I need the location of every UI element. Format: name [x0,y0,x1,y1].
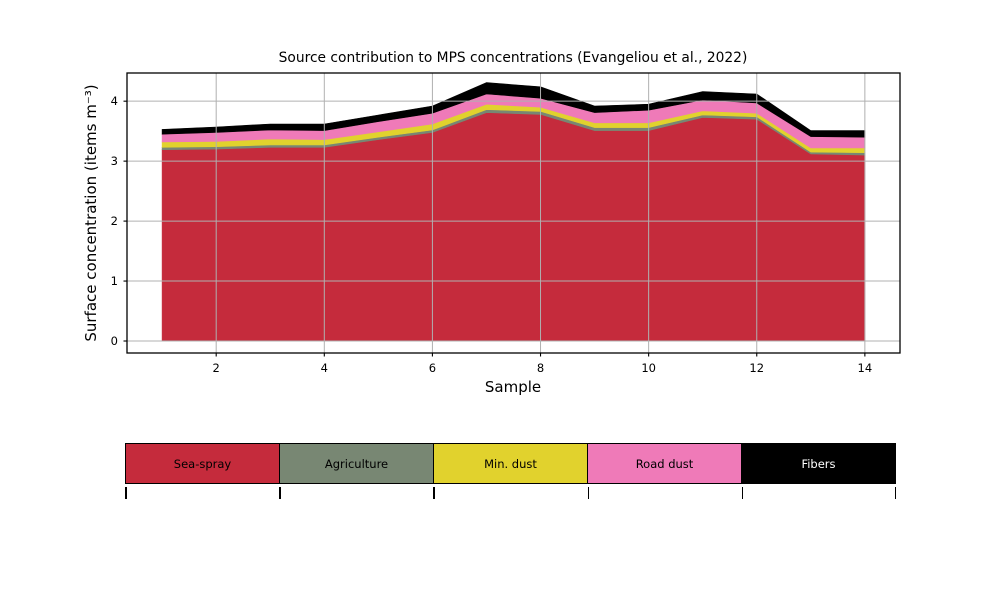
legend-table: Sea-spray Agriculture Min. dust Road dust Fi… [125,443,896,484]
legend-row-border-stub [279,487,281,499]
legend-label: Agriculture [324,456,389,471]
legend-row-border-stub [894,487,896,499]
legend-row-border-stub [125,487,127,499]
y-tick-label: 1 [111,274,118,288]
x-tick-label: 14 [858,361,873,375]
legend-row-border-stub [741,487,744,499]
y-tick-label: 0 [111,334,118,348]
chart-title: Source contribution to MPS concentration… [279,50,748,66]
x-tick-label: 4 [321,361,328,375]
x-tick-label: 8 [537,361,544,375]
x-tick-label: 6 [429,361,436,375]
legend-cell-sea-spray: Sea-spray [126,444,279,483]
legend-cell-agriculture: Agriculture [279,444,433,483]
x-tick-label: 2 [213,361,220,375]
plot-border [126,72,901,354]
legend-cell-road-dust: Road dust [587,444,741,483]
x-tick-label: 12 [749,361,764,375]
gridlines [127,73,900,353]
x-tick-label: 10 [641,361,656,375]
legend-cell-min-dust: Min. dust [433,444,587,483]
y-axis-label: Surface concentration (items m⁻³) [82,84,100,341]
y-tick-label: 3 [111,154,118,168]
legend-label: Road dust [635,456,694,471]
x-axis-label: Sample [485,378,541,396]
legend-row-border-stub [433,487,435,499]
stacked-areas [161,82,866,342]
y-tick-label: 2 [111,214,118,228]
legend-cell-fibers: Fibers [741,444,895,483]
legend-label: Sea-spray [173,456,232,471]
y-tick-label: 4 [111,94,118,108]
legend-label: Fibers [801,456,836,471]
legend-table-row2-stubs [125,487,896,499]
legend-label: Min. dust [484,456,537,471]
legend-row-border-stub [587,487,590,499]
